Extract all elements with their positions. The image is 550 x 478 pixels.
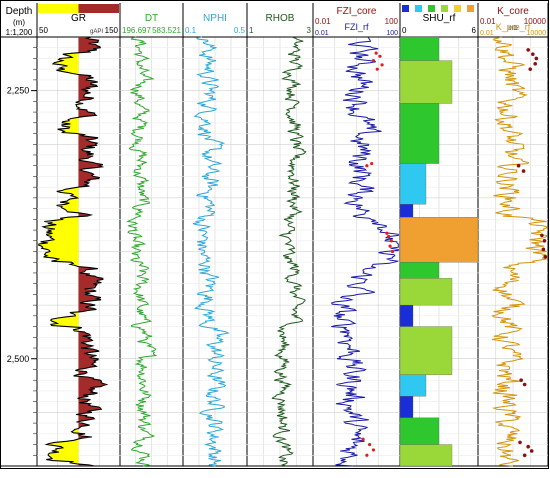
depth-tick-label: 2,250 [7, 86, 30, 96]
shu-interval [399, 262, 440, 279]
gr-max-label: 150 [105, 26, 119, 35]
depth-title: Depth [6, 6, 33, 17]
k-core-max-label: 10000 [524, 17, 547, 26]
shu-legend-swatch [402, 5, 409, 12]
k-core-min-label: 0.01 [480, 17, 496, 26]
shu-interval [399, 444, 453, 467]
k-core-point [526, 48, 530, 52]
shu-legend-swatch [428, 5, 435, 12]
k-core-point [542, 238, 547, 243]
fzi-core-min2-label: 0.01 [315, 30, 329, 37]
dt-header: DT [145, 13, 158, 24]
shu-legend-swatch [415, 5, 422, 12]
gr-shale-shading [78, 37, 107, 466]
fzi-core-point [385, 231, 389, 235]
depth-scale: 1:1,200 [6, 28, 33, 37]
k-core-point [522, 453, 527, 458]
shu-interval [399, 396, 414, 418]
fzi-core-header: FZI_core [336, 6, 376, 17]
shu-interval [399, 217, 479, 263]
fzi-core-point [370, 161, 374, 166]
k-core-point [540, 233, 544, 238]
k-core-point [526, 444, 530, 449]
gr-sand-shading [38, 37, 79, 466]
nphi-curve [192, 36, 230, 467]
k-core-point [518, 440, 522, 445]
fzi-core-min-label: 0.01 [315, 17, 331, 26]
k-core-point [533, 62, 538, 66]
fzi-core-max2-label: 100 [386, 30, 398, 37]
shu-interval [399, 304, 414, 327]
k-core-header: K_core [497, 6, 529, 17]
shu-interval [399, 278, 453, 306]
k-core-point [529, 449, 534, 453]
shu-rf-min-label: 0 [402, 26, 407, 35]
gr-curve [38, 36, 109, 467]
k-core-point [522, 382, 527, 387]
nphi-header: NPHI [203, 13, 227, 24]
shu-interval [399, 204, 414, 218]
dt-curve [126, 36, 158, 467]
shu-interval [399, 326, 453, 375]
fzi-core-point [361, 437, 365, 441]
k-core-header-2: K_pre_rf [496, 22, 531, 32]
shu-legend-swatch [441, 5, 448, 12]
k-core-max2-label: 10000 [527, 30, 547, 37]
fzi-core-point [374, 51, 378, 55]
gr-header: GR [71, 13, 86, 24]
dt-min-label: 196.697 [122, 26, 151, 35]
shu-interval [399, 60, 453, 104]
rhob-max-label: 3 [307, 26, 312, 35]
shu-legend-swatch [467, 5, 474, 12]
k-core-point [541, 247, 546, 252]
k-core-point [519, 378, 523, 383]
fzi-core-point [389, 239, 393, 243]
k-core-point [534, 56, 539, 61]
fzi-core-point [375, 67, 379, 71]
fzi-core-point [390, 249, 395, 254]
k-core-point [531, 52, 535, 56]
fzi-core-point [367, 442, 372, 447]
fzi-core-point [365, 453, 369, 457]
rhob-min-label: 1 [249, 26, 254, 35]
k-core-min2-label: 0.01 [480, 30, 494, 37]
shu-interval [399, 36, 440, 61]
k-core-point [521, 169, 526, 173]
shu-rf-header: SHU_rf [423, 13, 456, 24]
k-core-point [528, 67, 533, 71]
fzi-core-point [380, 63, 384, 67]
k-core-point [516, 163, 521, 168]
gr-legend-sand [38, 4, 79, 13]
shu-interval [399, 103, 440, 164]
shu-interval [399, 374, 427, 397]
fzi-core-point [387, 234, 391, 239]
fzi-core-point [365, 164, 369, 168]
rhob-curve [271, 36, 307, 467]
fzi-core-point [378, 54, 382, 58]
depth-tick-label: 2,500 [7, 354, 30, 364]
fzi-core-point [371, 58, 376, 63]
fzi-rf-curve [330, 36, 399, 467]
k-pre-rf-curve [491, 36, 549, 467]
fzi-core-point [371, 448, 376, 452]
rhob-header: RHOB [266, 13, 295, 24]
shu-rf-max-label: 6 [472, 26, 477, 35]
shu-legend-swatch [454, 5, 461, 12]
nphi-max-label: 0.5 [234, 26, 246, 35]
fzi-core-header-2: FZI_rf [345, 22, 369, 32]
shu-interval [399, 163, 427, 205]
dt-max-label: 583.521 [152, 26, 181, 35]
gr-min-label: 50 [39, 26, 48, 35]
shu-interval [399, 417, 440, 445]
nphi-min-label: 0.1 [185, 26, 197, 35]
k-core-point [543, 255, 548, 259]
k-core-unit: mD [508, 26, 518, 32]
gr-unit: gAPI [90, 29, 103, 35]
gr-legend-shale [78, 4, 119, 13]
fzi-core-point [388, 244, 392, 248]
fzi-core-max-label: 100 [385, 17, 399, 26]
depth-unit: (m) [13, 18, 25, 27]
